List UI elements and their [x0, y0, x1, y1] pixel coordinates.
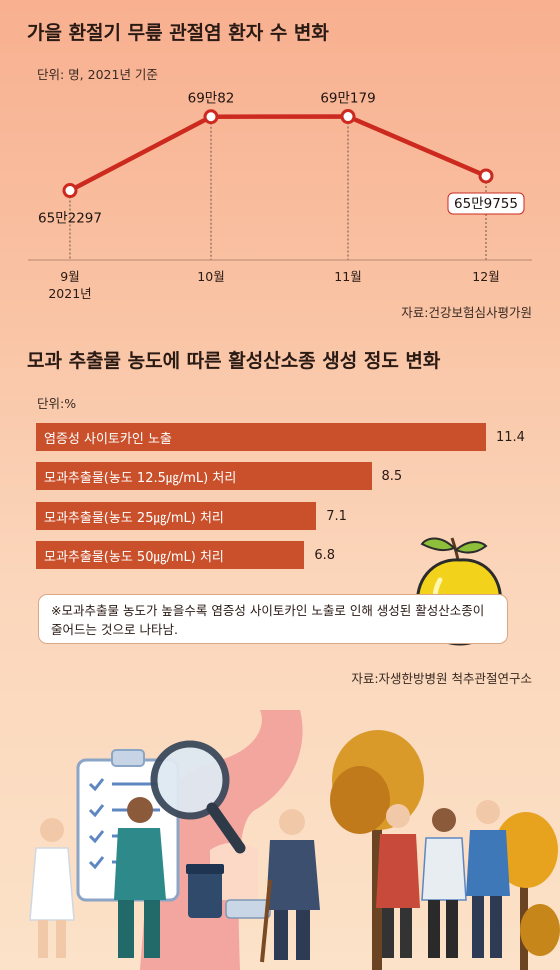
- bar: 모과추출물(농도 12.5㎍/mL) 처리: [36, 462, 372, 490]
- medical-illustration: [29, 710, 560, 970]
- person-icon: [260, 809, 320, 963]
- bar-value-label: 8.5: [381, 469, 403, 484]
- person-icon: [421, 808, 467, 958]
- person-icon: [29, 818, 75, 958]
- bar-chart-unit: 단위:%: [37, 396, 77, 411]
- knee-joint-icon: [140, 710, 303, 970]
- x-tick-label: 10월: [197, 269, 224, 284]
- bar-chart-note: ※모과추출물 농도가 높을수록 염증성 사이토카인 노출로 인해 생성된 활성산…: [38, 594, 508, 644]
- person-icon: [376, 804, 420, 958]
- bar-value-label: 7.1: [326, 509, 347, 524]
- x-tick-label: 11월: [334, 269, 361, 284]
- data-point: [203, 109, 219, 125]
- line-chart-unit: 단위: 명, 2021년 기준: [37, 67, 158, 82]
- bar: 염증성 사이토카인 노출: [36, 423, 486, 451]
- line-chart: 65만2297 69만82 69만179 65만9755 9월 2021년 10월 11월 1…: [28, 91, 532, 301]
- data-point: [62, 183, 78, 199]
- value-label: 65만2297: [38, 211, 102, 227]
- bar-label: 염증성 사이토카인 노출: [44, 432, 172, 447]
- data-point: [340, 109, 356, 125]
- series-line: [67, 114, 489, 193]
- value-label: 69만179: [320, 91, 375, 107]
- bar-value-label: 6.8: [314, 548, 336, 563]
- value-label: 69만82: [188, 91, 235, 107]
- bar-label: 모과추출물(농도 25㎍/mL) 처리: [44, 511, 224, 526]
- bar: 모과추출물(농도 50㎍/mL) 처리: [36, 541, 305, 569]
- bar-chart-title: 모과 추출물 농도에 따른 활성산소종 생성 정도 변화: [27, 350, 441, 372]
- x-tick-label: 12월: [472, 269, 499, 284]
- person-icon: [114, 797, 166, 958]
- data-point: [478, 168, 494, 184]
- bar-label: 모과추출물(농도 12.5㎍/mL) 처리: [44, 471, 237, 486]
- x-tick-sublabel: 2021년: [48, 286, 91, 301]
- x-tick-label: 9월: [60, 269, 79, 284]
- magnifier-icon: [150, 740, 246, 854]
- tree-icon: [494, 812, 560, 970]
- bar-value-label: 11.4: [496, 430, 525, 445]
- line-chart-source: 자료:건강보험심사평가원: [401, 305, 532, 320]
- person-icon: [466, 800, 510, 958]
- bar-label: 모과추출물(농도 50㎍/mL) 처리: [44, 550, 224, 565]
- bar-chart-source: 자료:자생한방병원 척추관절연구소: [351, 671, 532, 686]
- line-chart-title: 가을 환절기 무릎 관절염 환자 수 변화: [27, 22, 329, 44]
- bar: 모과추출물(농도 25㎍/mL) 처리: [36, 502, 317, 530]
- value-label: 65만9755: [454, 196, 518, 212]
- value-label-box: [447, 192, 525, 215]
